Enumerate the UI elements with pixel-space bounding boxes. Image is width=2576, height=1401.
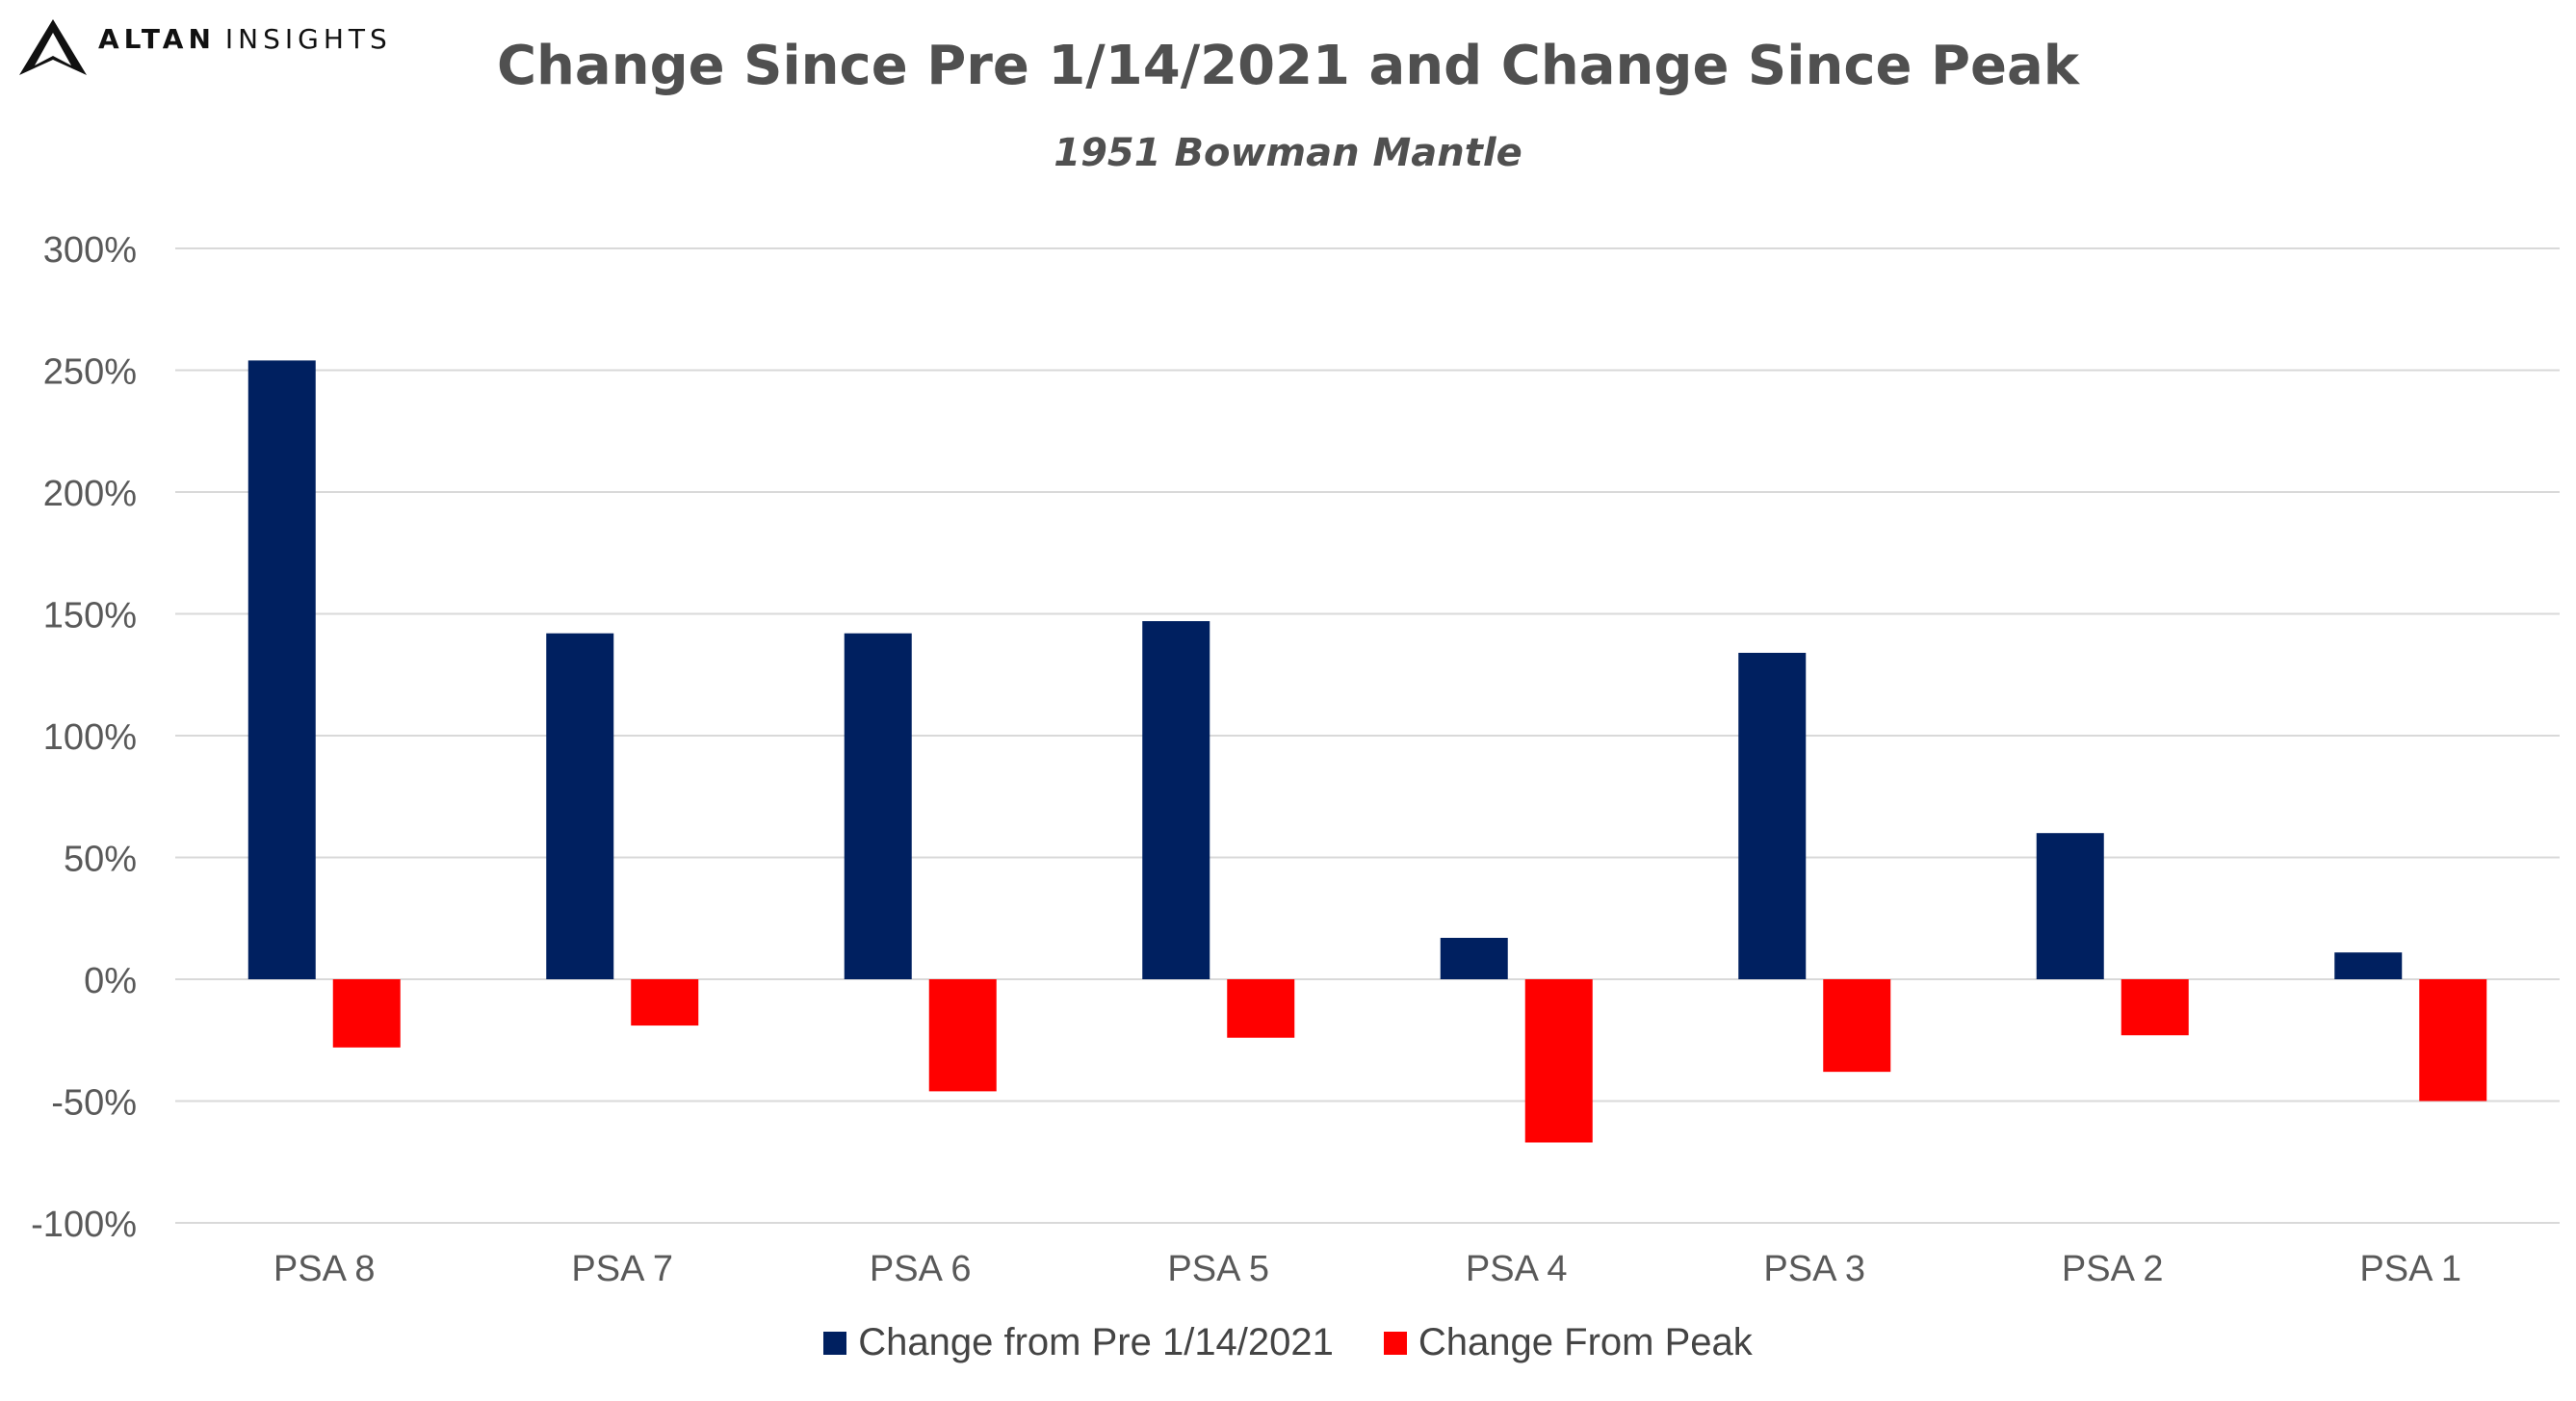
x-tick-label: PSA 1 (2359, 1249, 2461, 1289)
legend-swatch (823, 1331, 847, 1355)
bar (1142, 621, 1210, 979)
x-tick-label: PSA 4 (1466, 1249, 1568, 1289)
bar (1524, 979, 1593, 1143)
y-tick-label: 200% (43, 474, 137, 514)
logo-suffix: INSIGHTS (224, 22, 392, 55)
logo-brand: ALTAN (98, 22, 216, 55)
bar (2419, 979, 2487, 1102)
y-tick-label: 50% (64, 840, 137, 880)
y-tick-label: 250% (43, 352, 137, 393)
logo-text: ALTAN INSIGHTS (98, 23, 392, 55)
y-tick-label: -100% (31, 1205, 137, 1245)
x-tick-label: PSA 5 (1167, 1249, 1269, 1289)
bar (631, 979, 699, 1026)
y-tick-label: 300% (43, 230, 137, 271)
legend-swatch (1383, 1331, 1407, 1355)
bar (844, 633, 912, 979)
bar (332, 979, 401, 1048)
y-tick-label: 100% (43, 717, 137, 758)
bar (1823, 979, 1891, 1073)
bar (2036, 833, 2104, 979)
chart-legend: Change from Pre 1/14/2021 Change From Pea… (0, 1321, 2576, 1364)
y-tick-label: 0% (84, 961, 137, 1001)
chart-title: Change Since Pre 1/14/2021 and Change Si… (496, 35, 2080, 97)
bar (1227, 979, 1295, 1038)
x-tick-label: PSA 3 (1763, 1249, 1865, 1289)
x-tick-label: PSA 6 (870, 1249, 972, 1289)
bar (546, 633, 614, 979)
bar (2334, 952, 2403, 979)
bar (247, 360, 316, 979)
altan-insights-logo: ALTAN INSIGHTS (17, 17, 392, 77)
legend-label: Change from Pre 1/14/2021 (858, 1321, 1334, 1363)
bar (1738, 652, 1807, 979)
y-tick-label: 150% (43, 596, 137, 636)
x-tick-label: PSA 8 (273, 1249, 376, 1289)
bar (2121, 979, 2189, 1036)
legend-item: Change From Peak (1383, 1321, 1753, 1364)
x-tick-label: PSA 2 (2062, 1249, 2164, 1289)
altan-logo-icon (19, 19, 87, 75)
bar (1440, 937, 1508, 979)
chart-subtitle: 1951 Bowman Mantle (1054, 131, 1522, 175)
x-tick-label: PSA 7 (571, 1249, 673, 1289)
y-tick-label: -50% (51, 1083, 137, 1124)
legend-label: Change From Peak (1418, 1321, 1753, 1363)
legend-item: Change from Pre 1/14/2021 (823, 1321, 1334, 1364)
bar (928, 979, 997, 1092)
